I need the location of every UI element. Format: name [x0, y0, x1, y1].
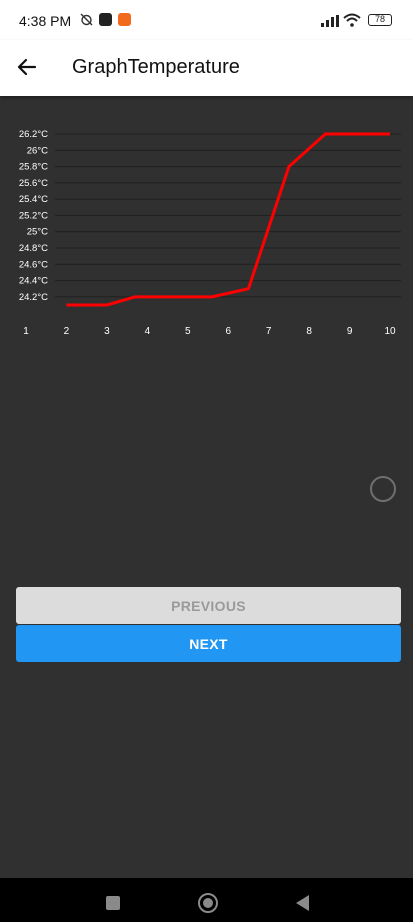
floating-assist-button[interactable]: [370, 476, 396, 502]
signal-icon: [321, 14, 339, 32]
x-tick-label: 1: [23, 326, 29, 337]
y-tick-label: 25.2°C: [19, 210, 48, 221]
arrow-left-icon: [17, 58, 37, 76]
y-tick-label: 24.6°C: [19, 259, 48, 270]
x-tick-label: 7: [266, 326, 272, 337]
alarm-off-icon: [80, 13, 93, 26]
x-tick-label: 9: [347, 326, 353, 337]
temperature-series-line: [66, 132, 391, 307]
page-title: GraphTemperature: [72, 56, 240, 78]
x-tick-label: 5: [185, 326, 191, 337]
battery-icon: 78: [368, 14, 392, 26]
x-tick-label: 3: [104, 326, 110, 337]
temperature-chart: 26.2°C 26°C 25.8°C 25.6°C 25.4°C 25.2°C 25°C 24…: [0, 96, 413, 351]
y-tick-label: 25°C: [27, 227, 48, 238]
camera-app-icon: [118, 13, 131, 26]
x-tick-label: 8: [306, 326, 312, 337]
y-tick-label: 25.8°C: [19, 162, 48, 173]
y-tick-label: 25.6°C: [19, 178, 48, 189]
previous-button[interactable]: PREVIOUS: [16, 587, 401, 624]
app-notification-icon: [99, 13, 112, 26]
recents-button[interactable]: [106, 896, 120, 910]
x-tick-label: 2: [64, 326, 70, 337]
status-time: 4:38 PM: [19, 13, 72, 29]
x-tick-label: 4: [145, 326, 151, 337]
back-button[interactable]: [10, 50, 44, 84]
y-tick-label: 25.4°C: [19, 194, 48, 205]
app-bar: GraphTemperature: [0, 40, 413, 96]
y-tick-label: 26.2°C: [19, 129, 48, 140]
x-tick-label: 6: [225, 326, 231, 337]
y-tick-label: 24.2°C: [19, 292, 48, 303]
y-tick-label: 24.4°C: [19, 276, 48, 287]
status-bar: 4:38 PM 78: [0, 0, 413, 40]
nav-back-button[interactable]: [296, 895, 309, 911]
chart-svg: 26.2°C26°C25.8°C25.6°C25.4°C25.2°C25°C24…: [19, 129, 401, 337]
wifi-icon: [343, 13, 361, 32]
y-tick-label: 24.8°C: [19, 243, 48, 254]
x-tick-label: 10: [384, 326, 396, 337]
home-button[interactable]: [198, 893, 218, 913]
y-tick-label: 26°C: [27, 145, 48, 156]
next-button[interactable]: NEXT: [16, 625, 401, 662]
home-dot-icon: [203, 898, 213, 908]
